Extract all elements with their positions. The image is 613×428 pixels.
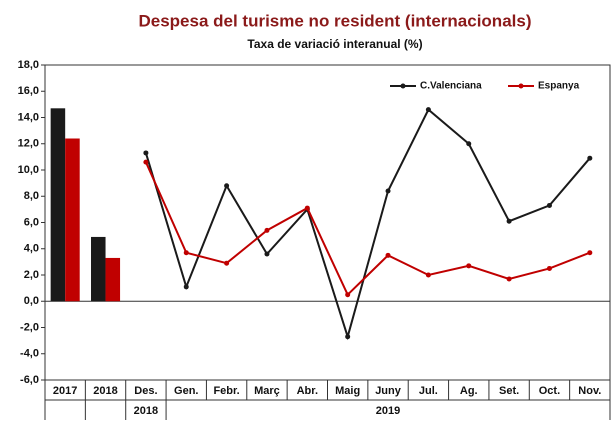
point — [345, 334, 351, 340]
point — [546, 265, 552, 271]
point — [466, 141, 472, 147]
point — [345, 292, 351, 298]
point — [506, 218, 512, 224]
point — [506, 276, 512, 282]
point — [425, 272, 431, 278]
x-tick-label: Jul. — [419, 385, 438, 397]
bar — [105, 257, 121, 302]
x-tick-label: Maig — [335, 385, 360, 397]
point — [224, 183, 230, 189]
point — [264, 227, 270, 233]
bar — [65, 138, 80, 302]
legend-marker — [400, 83, 406, 89]
y-tick-label: 6,0 — [24, 216, 39, 228]
y-tick-label: 10,0 — [18, 164, 39, 176]
x-tick-label: Ag. — [460, 385, 478, 397]
x-tick-label: Gen. — [174, 385, 198, 397]
legend-label: C.Valenciana — [420, 81, 482, 92]
legend-marker — [518, 83, 524, 89]
point — [224, 260, 230, 266]
line — [144, 108, 591, 341]
point — [466, 263, 472, 269]
y-tick-label: 18,0 — [18, 59, 39, 71]
plot-frame — [44, 64, 611, 381]
y-tick-label: 16,0 — [18, 85, 39, 97]
x-tick-label: Juny — [375, 385, 402, 397]
y-tick-label: -6,0 — [20, 374, 39, 386]
x-tick-label: Març — [254, 385, 280, 397]
point — [304, 205, 310, 211]
x-tick-label: Nov. — [578, 385, 601, 397]
y-tick-label: 4,0 — [24, 243, 39, 255]
point — [183, 250, 189, 256]
y-tick-label: 14,0 — [18, 111, 39, 123]
point — [143, 159, 149, 165]
x-tick-label: Febr. — [213, 385, 239, 397]
x-group-label: 2018 — [134, 405, 158, 417]
point — [385, 188, 391, 194]
bar — [91, 236, 106, 302]
x-tick-label: Oct. — [539, 385, 560, 397]
x-group-label: 2019 — [376, 405, 400, 417]
bar — [50, 108, 66, 302]
x-tick-label: Des. — [134, 385, 157, 397]
point — [143, 150, 149, 156]
point — [425, 107, 431, 113]
y-tick-label: 0,0 — [24, 295, 39, 307]
point — [546, 202, 552, 208]
point — [385, 252, 391, 258]
y-tick-label: -2,0 — [20, 321, 39, 333]
y-tick-label: 12,0 — [18, 138, 39, 150]
x-tick-label: 2017 — [53, 385, 77, 397]
legend-label: Espanya — [538, 81, 580, 92]
x-tick-label: 2018 — [93, 385, 117, 397]
line — [144, 161, 591, 297]
y-tick-label: 2,0 — [24, 269, 39, 281]
y-tick-label: 8,0 — [24, 190, 39, 202]
point — [264, 251, 270, 257]
x-tick-label: Abr. — [297, 385, 318, 397]
chart-title: Despesa del turisme no resident (interna… — [138, 11, 531, 30]
x-tick-label: Set. — [499, 385, 519, 397]
y-tick-label: -4,0 — [20, 348, 39, 360]
chart-subtitle: Taxa de variació interanual (%) — [247, 37, 422, 51]
point — [587, 155, 593, 161]
point — [587, 250, 593, 256]
point — [183, 284, 189, 290]
